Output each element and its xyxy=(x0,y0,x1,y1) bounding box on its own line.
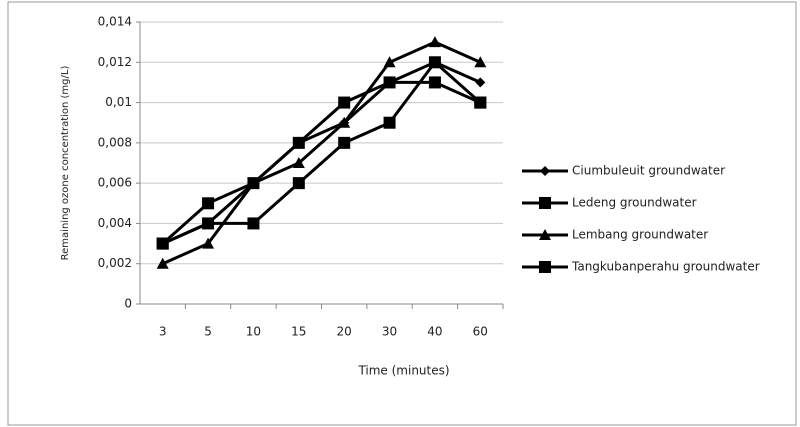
marker xyxy=(292,177,305,190)
marker xyxy=(292,136,305,149)
chart-frame xyxy=(7,1,797,426)
marker xyxy=(428,36,441,48)
y-tick-label: 0,008 xyxy=(98,135,132,149)
marker xyxy=(474,56,487,68)
marker xyxy=(202,197,215,210)
marker xyxy=(428,76,441,89)
legend-label: Ciumbuleuit groundwater xyxy=(572,164,725,178)
marker xyxy=(292,157,305,168)
marker xyxy=(475,77,486,88)
x-tick-label: 15 xyxy=(291,325,306,339)
x-tick-label: 20 xyxy=(337,325,352,339)
y-tick-label: 0 xyxy=(124,297,132,311)
x-tick-label: 10 xyxy=(246,325,261,339)
series-line xyxy=(161,80,481,245)
y-axis-label: Remaining ozone concentration (mg/L) xyxy=(60,66,71,261)
legend-label: Ledeng groundwater xyxy=(572,196,697,210)
y-tick-label: 0,004 xyxy=(98,216,132,230)
marker xyxy=(338,136,351,149)
x-tick-label: 40 xyxy=(427,325,442,339)
marker xyxy=(539,261,551,273)
marker xyxy=(383,76,396,89)
series-line xyxy=(162,60,481,245)
x-tick-label: 5 xyxy=(204,325,212,339)
y-tick-label: 0,012 xyxy=(98,55,132,69)
series-line xyxy=(162,60,482,245)
marker xyxy=(539,229,551,240)
marker xyxy=(383,116,396,129)
series-line xyxy=(162,40,481,266)
marker xyxy=(539,197,551,209)
marker xyxy=(202,217,215,230)
legend-label: Lembang groundwater xyxy=(572,228,708,242)
y-tick-label: 0,014 xyxy=(98,15,132,29)
marker xyxy=(540,166,550,176)
marker xyxy=(338,116,351,128)
x-tick-label: 30 xyxy=(382,325,397,339)
x-tick-label: 3 xyxy=(159,325,167,339)
x-axis-label: Time (minutes) xyxy=(357,364,449,378)
marker xyxy=(156,237,169,250)
marker xyxy=(474,96,487,109)
marker xyxy=(202,237,215,249)
y-tick-label: 0,002 xyxy=(98,256,132,270)
marker xyxy=(247,177,260,189)
marker xyxy=(247,217,260,230)
marker xyxy=(156,257,169,269)
y-tick-label: 0,01 xyxy=(105,95,132,109)
legend-label: Tangkubanperahu groundwater xyxy=(571,260,760,274)
x-tick-label: 60 xyxy=(473,325,488,339)
y-tick-label: 0,006 xyxy=(98,176,132,190)
marker xyxy=(338,96,351,109)
marker xyxy=(428,56,441,69)
marker xyxy=(383,56,396,68)
